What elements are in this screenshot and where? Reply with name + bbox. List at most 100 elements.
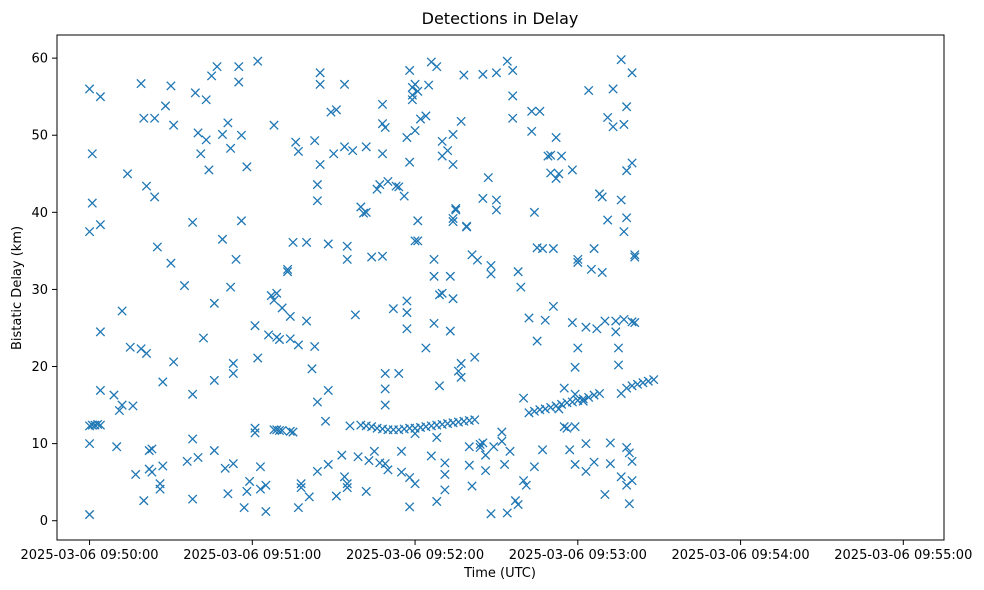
data-point <box>155 484 165 494</box>
data-point <box>250 428 260 438</box>
data-point <box>136 78 146 89</box>
data-point <box>380 459 390 469</box>
data-point <box>323 239 333 249</box>
data-point <box>565 445 575 455</box>
data-point <box>540 315 550 325</box>
data-markers <box>84 55 659 520</box>
data-point <box>404 502 415 512</box>
data-point <box>627 158 637 168</box>
data-point <box>255 484 266 494</box>
data-point <box>573 254 583 265</box>
data-point <box>518 393 529 403</box>
data-point <box>570 389 580 399</box>
data-point <box>339 142 350 152</box>
data-point <box>404 65 415 76</box>
data-point <box>141 181 152 191</box>
data-point <box>310 135 320 146</box>
data-point <box>366 252 377 262</box>
data-point <box>187 494 198 504</box>
data-point <box>117 400 127 410</box>
data-point <box>361 142 371 152</box>
data-point <box>602 215 613 225</box>
data-point <box>388 304 399 314</box>
data-point <box>567 317 578 328</box>
y-tick-label: 30 <box>31 283 48 298</box>
data-point <box>147 467 157 477</box>
data-point <box>570 362 580 372</box>
data-point <box>475 442 485 453</box>
data-point <box>323 385 333 396</box>
data-point <box>209 375 219 386</box>
data-point <box>627 381 637 391</box>
data-point <box>437 136 447 147</box>
data-point <box>529 406 540 416</box>
data-point <box>616 55 626 65</box>
data-point <box>315 68 325 78</box>
data-point <box>570 422 580 432</box>
data-point <box>486 269 496 279</box>
data-point <box>583 392 594 403</box>
data-point <box>478 69 488 79</box>
data-point <box>125 342 135 352</box>
data-point <box>429 318 439 329</box>
data-point <box>478 193 488 204</box>
data-point <box>187 217 198 228</box>
data-point <box>437 288 447 298</box>
data-point <box>196 149 206 159</box>
data-point <box>581 466 591 477</box>
data-point <box>537 243 548 254</box>
data-point <box>95 92 106 102</box>
data-point <box>527 126 537 137</box>
data-point <box>470 352 480 362</box>
data-point <box>361 486 371 497</box>
data-point <box>616 388 626 399</box>
data-point <box>383 465 393 475</box>
data-point <box>244 476 255 487</box>
data-point <box>483 172 493 183</box>
data-point <box>204 165 214 175</box>
data-point <box>442 145 453 156</box>
chart-title: Detections in Delay <box>422 9 579 28</box>
data-point <box>263 330 274 340</box>
data-point <box>410 79 420 90</box>
data-point <box>95 420 106 430</box>
data-point <box>630 252 640 262</box>
data-point <box>242 162 252 172</box>
data-point <box>293 502 304 513</box>
data-point <box>432 432 442 443</box>
data-point <box>627 317 637 327</box>
data-point <box>225 143 236 153</box>
data-point <box>345 421 355 431</box>
data-point <box>296 482 306 493</box>
data-point <box>589 457 599 467</box>
data-point <box>114 405 125 416</box>
data-point <box>342 482 352 493</box>
data-point <box>377 99 388 110</box>
data-point <box>497 427 507 437</box>
data-point <box>190 88 200 98</box>
data-point <box>394 182 404 192</box>
data-point <box>331 491 342 501</box>
data-point <box>570 459 580 470</box>
data-point <box>312 196 323 206</box>
data-point <box>366 422 377 432</box>
data-point <box>312 179 323 190</box>
data-point <box>583 85 594 96</box>
data-point <box>548 301 559 312</box>
data-point <box>529 207 540 217</box>
data-point <box>537 445 548 455</box>
data-point <box>429 271 439 281</box>
y-tick-label: 60 <box>31 52 48 67</box>
data-point <box>152 242 163 252</box>
data-point <box>510 496 521 506</box>
data-point <box>521 480 531 490</box>
data-point <box>402 132 412 143</box>
data-point <box>624 499 635 509</box>
data-point <box>448 129 458 140</box>
data-point <box>239 502 249 513</box>
data-point <box>502 508 512 518</box>
data-point <box>410 125 420 136</box>
data-point <box>109 390 119 400</box>
data-point <box>464 442 474 452</box>
